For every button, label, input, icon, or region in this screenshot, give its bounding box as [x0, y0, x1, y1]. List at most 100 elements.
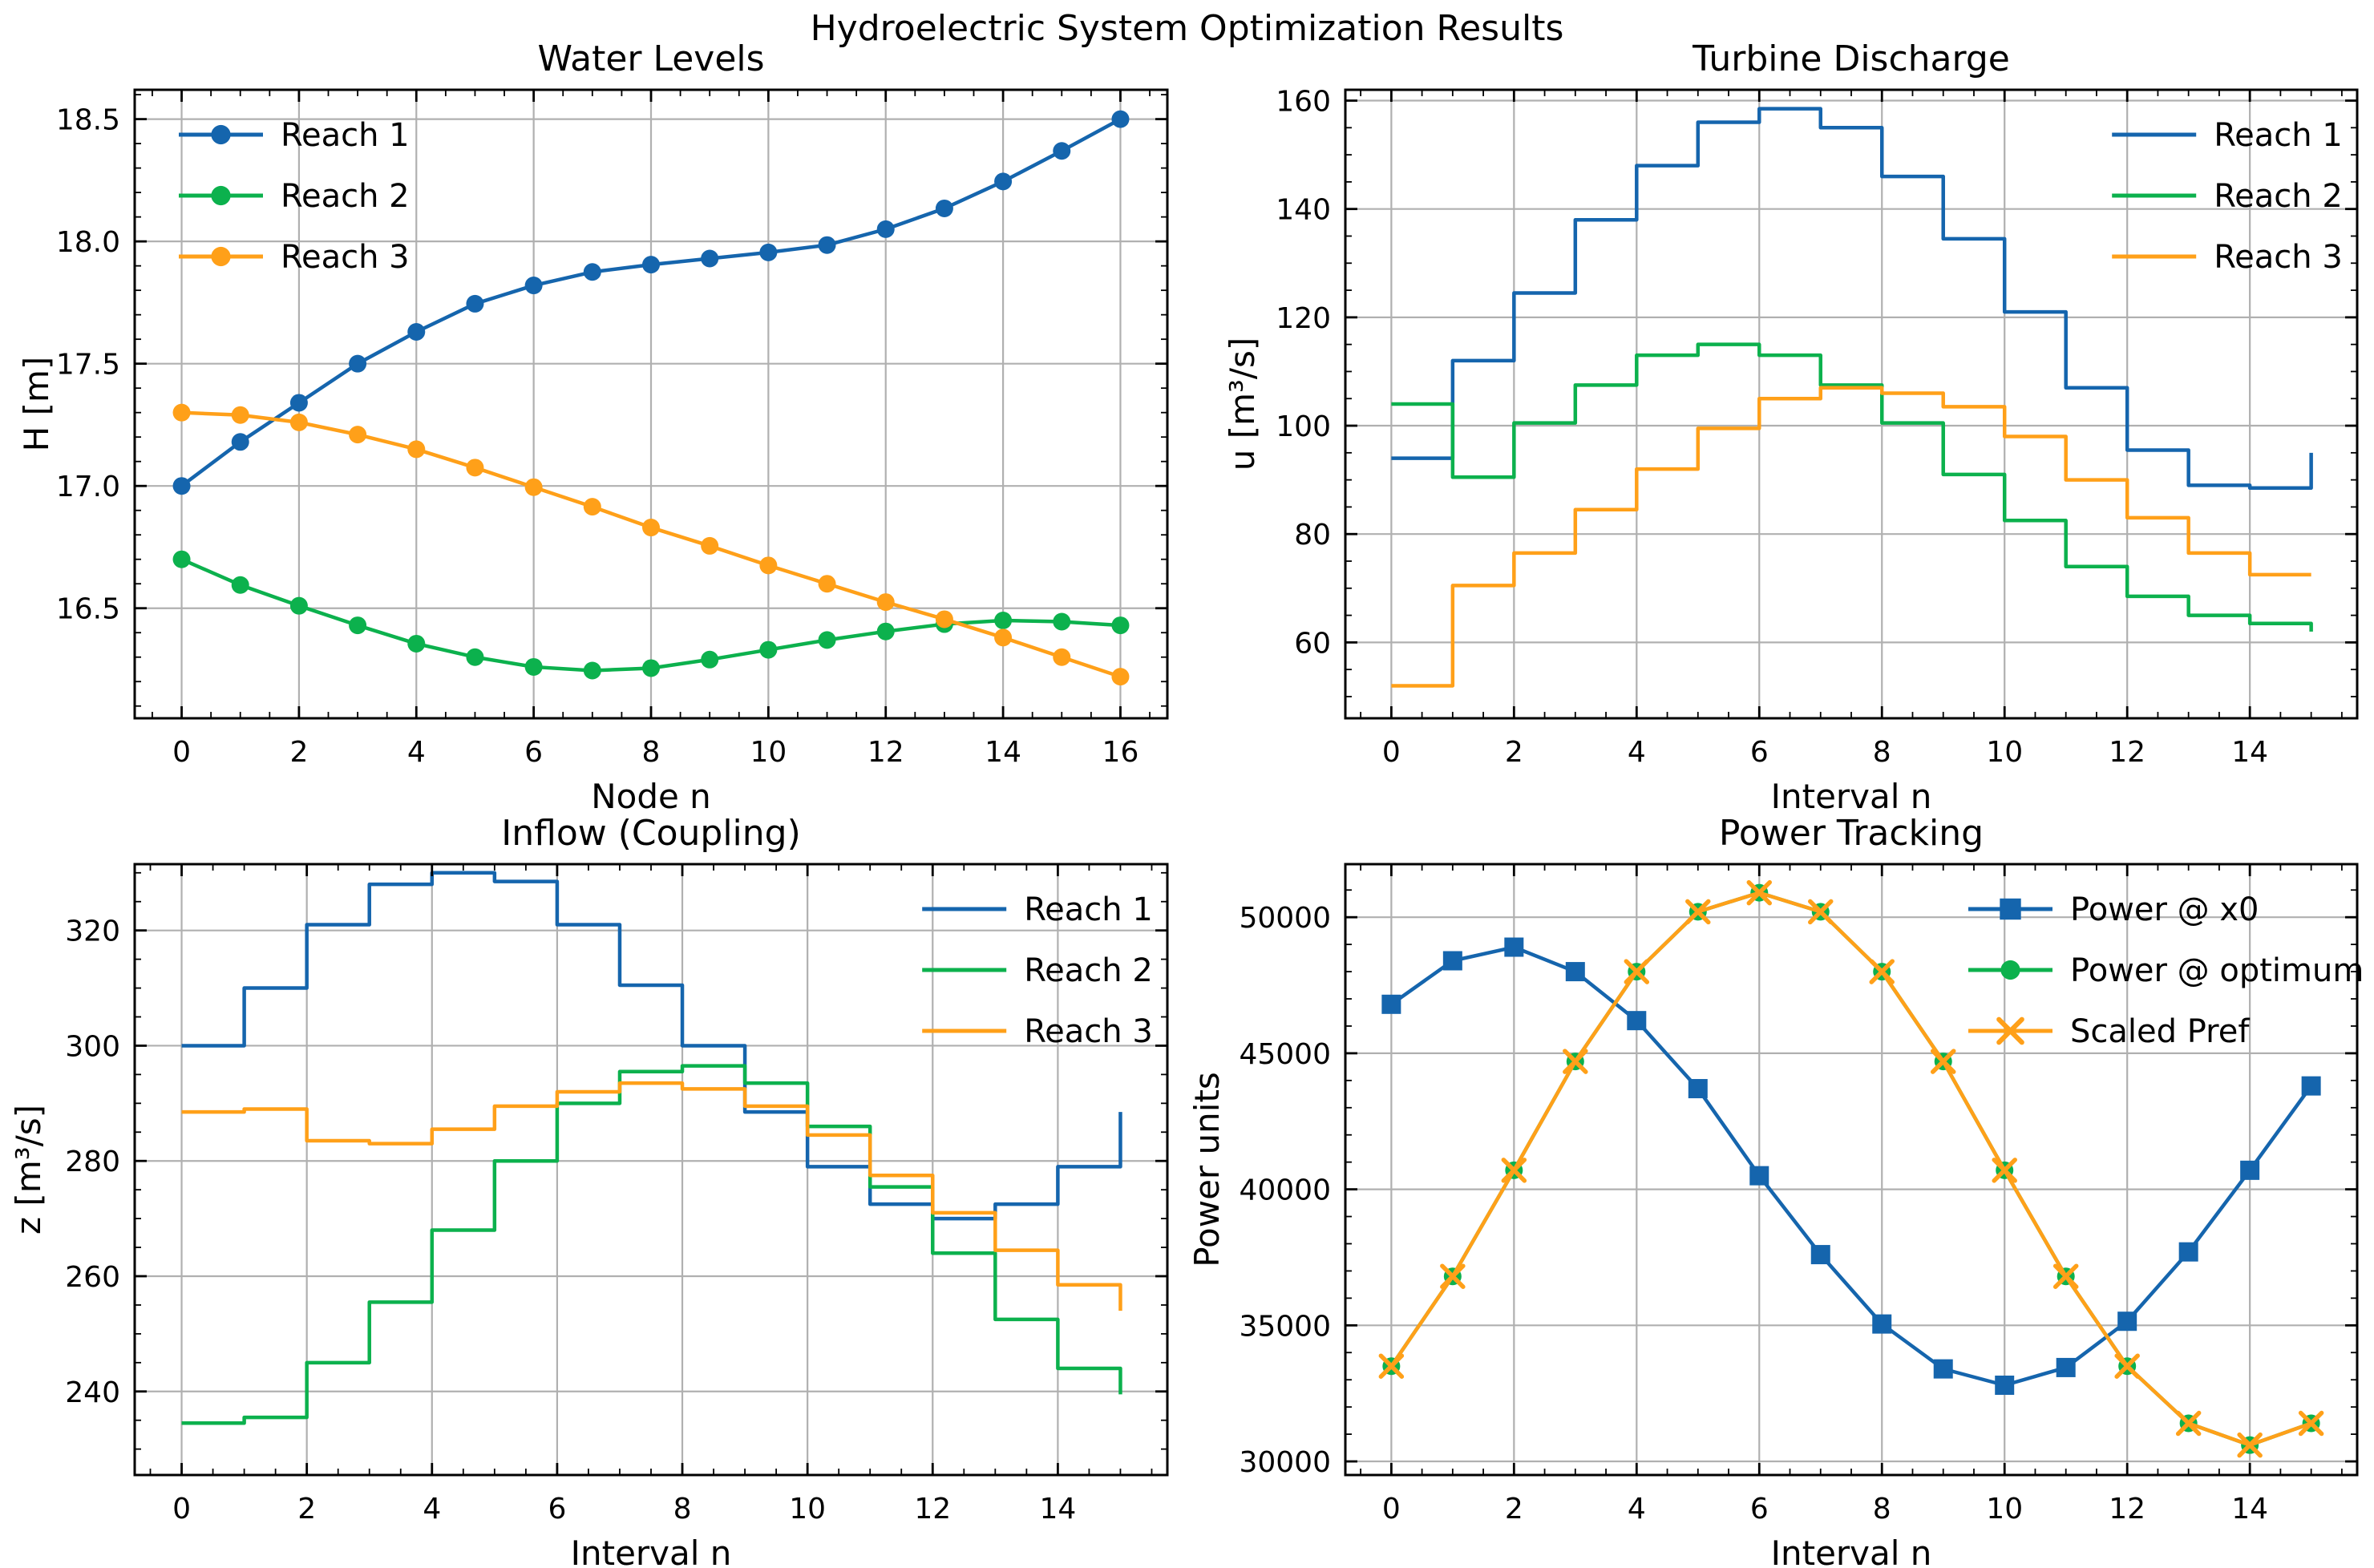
data-point: [1440, 1263, 1466, 1289]
x-tick-label: 8: [673, 1493, 692, 1526]
data-point: [1808, 899, 1834, 925]
data-point: [1111, 110, 1130, 128]
y-tick-label: 100: [1276, 410, 1331, 443]
x-tick-label: 4: [1628, 1493, 1646, 1526]
data-point: [172, 477, 191, 495]
series-line: [1391, 342, 2313, 632]
data-point: [1810, 1245, 1830, 1265]
subplot-inflow-coupling: 0 2 4 6 8 10 12 14 240 260 280 300 320 Inflow (Coupli…: [9, 813, 1169, 1568]
x-tick-label: 8: [642, 736, 661, 769]
legend-label: Reach 3: [2214, 239, 2343, 276]
legend-label: Reach 2: [1024, 952, 1153, 989]
legend-entry: Reach 3: [2112, 239, 2343, 276]
legend-marker: [2000, 960, 2020, 980]
data-point: [818, 236, 836, 254]
x-tick-label: 12: [914, 1493, 951, 1526]
series-line: [1389, 891, 2312, 1447]
x-tick-label: 10: [789, 1493, 826, 1526]
legend-entry: Reach 1: [2112, 117, 2343, 154]
data-point: [231, 576, 249, 594]
data-point: [1563, 1049, 1588, 1074]
data-point: [2301, 1076, 2321, 1096]
x-tick-label: 6: [1750, 736, 1769, 769]
series-reach-2: [1391, 342, 2313, 632]
y-axis-label: u [m³/s]: [1223, 337, 1262, 471]
grid: [135, 90, 1167, 718]
y-tick-label: 300: [65, 1030, 120, 1063]
data-point: [1111, 668, 1130, 686]
y-tick-label: 40000: [1239, 1174, 1331, 1207]
x-axis-label: Interval n: [1771, 1534, 1932, 1568]
data-point: [1627, 1011, 1647, 1031]
series-line: [1391, 107, 2313, 491]
x-tick-label: 14: [2231, 736, 2268, 769]
data-point: [1624, 959, 1650, 984]
data-point: [2114, 1353, 2140, 1379]
x-tick-label: 14: [985, 736, 1021, 769]
data-point: [1872, 1314, 1892, 1334]
legend-entry: Scaled Pref: [1968, 1013, 2250, 1050]
data-point: [2117, 1311, 2137, 1332]
data-point: [2178, 1242, 2198, 1262]
x-tick-label: 10: [1986, 736, 2023, 769]
data-point: [2052, 1263, 2079, 1289]
legend-entry: Reach 1: [179, 117, 410, 154]
x-tick-label: 8: [1873, 736, 1891, 769]
data-point: [876, 220, 895, 238]
x-tick-label: 12: [868, 736, 904, 769]
data-point: [1053, 648, 1071, 666]
data-point: [1685, 899, 1711, 925]
data-point: [289, 596, 308, 615]
data-point: [289, 394, 308, 412]
series-line: [1390, 945, 2313, 1388]
y-tick-label: 80: [1294, 519, 1331, 552]
data-point: [1378, 1353, 1405, 1379]
x-tick-label: 0: [172, 736, 191, 769]
legend-marker: [211, 124, 231, 145]
x-tick-label: 16: [1102, 736, 1139, 769]
data-point: [407, 440, 426, 459]
data-point: [935, 199, 953, 217]
data-point: [349, 616, 367, 635]
x-axis-label: Interval n: [1771, 777, 1932, 816]
data-point: [701, 249, 719, 268]
data-point: [466, 294, 484, 313]
ticks: [1345, 864, 2357, 1475]
x-tick-label: 6: [548, 1493, 566, 1526]
figure-title: Hydroelectric System Optimization Result…: [810, 8, 1564, 49]
series-line: [181, 1081, 1122, 1311]
data-point: [524, 657, 543, 676]
subplot-title: Power Tracking: [1719, 813, 1984, 854]
series-scaled-pref: [1378, 879, 2324, 1458]
x-tick-label: 2: [289, 736, 308, 769]
y-tick-label: 35000: [1239, 1310, 1331, 1343]
legend-entry: Reach 2: [2112, 178, 2343, 215]
y-axis-label: Power units: [1187, 1072, 1227, 1267]
subplot-turbine-discharge: 0 2 4 6 8 10 12 14 60 80 100 120 140 160 Turbine Disch…: [1223, 38, 2359, 816]
y-tick-label: 17.0: [56, 471, 120, 503]
legend-marker: [1996, 1016, 2024, 1045]
data-point: [2298, 1410, 2324, 1437]
data-point: [289, 413, 308, 431]
data-point: [524, 478, 543, 496]
x-tick-label: 0: [1382, 736, 1401, 769]
y-tick-label: 50000: [1239, 902, 1331, 935]
y-axis-label: H [m]: [17, 357, 56, 452]
data-point: [759, 556, 778, 575]
legend: Reach 1 Reach 2 Reach 3: [2112, 117, 2343, 276]
data-point: [1381, 994, 1401, 1014]
data-point: [524, 277, 543, 295]
series-power-x0: [1381, 937, 2321, 1395]
x-tick-label: 14: [2231, 1493, 2268, 1526]
data-point: [1111, 616, 1130, 635]
data-point: [2237, 1432, 2263, 1458]
data-point: [2175, 1410, 2202, 1437]
y-tick-label: 17.5: [56, 349, 120, 382]
data-point: [994, 611, 1013, 629]
legend-label: Reach 1: [2214, 117, 2343, 154]
x-tick-label: 0: [1382, 1493, 1401, 1526]
series-reach-2: [172, 550, 1130, 680]
x-tick-label: 4: [423, 1493, 441, 1526]
legend-label: Reach 2: [281, 178, 410, 215]
